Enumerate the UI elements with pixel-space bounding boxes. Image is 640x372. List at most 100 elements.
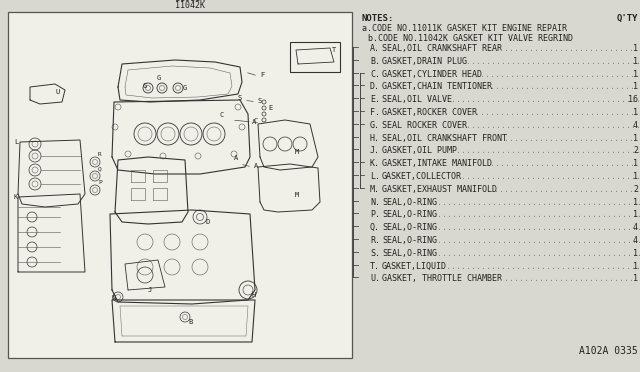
- Text: G: G: [183, 85, 188, 91]
- Text: ...........................: ...........................: [499, 44, 634, 53]
- Text: F.: F.: [370, 108, 380, 117]
- Text: GASKET,CHAIN TENTIONER: GASKET,CHAIN TENTIONER: [382, 83, 492, 92]
- Text: U: U: [55, 89, 60, 95]
- Text: N.: N.: [370, 198, 380, 206]
- Text: S: S: [258, 98, 262, 104]
- Text: A: A: [252, 119, 256, 125]
- Text: 1: 1: [633, 249, 638, 258]
- Text: P: P: [98, 180, 102, 185]
- Text: SEAL,O-RING: SEAL,O-RING: [382, 236, 437, 245]
- Text: P.: P.: [370, 211, 380, 219]
- Text: Q.: Q.: [370, 223, 380, 232]
- Text: 1: 1: [633, 198, 638, 206]
- Text: C: C: [254, 118, 259, 124]
- Text: S: S: [238, 95, 243, 101]
- Text: .........................................: ........................................…: [437, 211, 640, 219]
- Text: .......................................: .......................................: [447, 262, 640, 270]
- Text: 1: 1: [633, 57, 638, 66]
- Text: SEAL,OIL VALVE: SEAL,OIL VALVE: [382, 95, 452, 104]
- Text: NOTES:: NOTES:: [362, 14, 394, 23]
- Text: G: G: [157, 75, 161, 81]
- Text: ...................................: ...................................: [466, 121, 640, 130]
- Text: 2: 2: [633, 147, 638, 155]
- Text: H.: H.: [370, 134, 380, 142]
- Text: SEAL,OIL CRANKSHAFT FRONT: SEAL,OIL CRANKSHAFT FRONT: [382, 134, 507, 142]
- Text: SEAL,O-RING: SEAL,O-RING: [382, 223, 437, 232]
- Text: ....................................: ....................................: [461, 172, 640, 181]
- Text: M: M: [295, 149, 300, 155]
- Text: a.CODE NO.11011K GASKET KIT ENGINE REPAIR: a.CODE NO.11011K GASKET KIT ENGINE REPAI…: [362, 24, 567, 33]
- Text: F: F: [260, 72, 264, 78]
- Text: D.: D.: [370, 83, 380, 92]
- Text: GASKET,COLLECTOR: GASKET,COLLECTOR: [382, 172, 462, 181]
- Text: 1: 1: [633, 83, 638, 92]
- Text: GASKET,OIL PUMP: GASKET,OIL PUMP: [382, 147, 457, 155]
- Text: S.: S.: [370, 249, 380, 258]
- Text: T: T: [332, 47, 336, 53]
- Text: 4: 4: [633, 121, 638, 130]
- Text: ...................................: ...................................: [466, 57, 640, 66]
- Text: J.: J.: [370, 147, 380, 155]
- Text: .............................: .............................: [490, 83, 635, 92]
- Text: A.: A.: [370, 44, 380, 53]
- Text: GASKET,LIQUID: GASKET,LIQUID: [382, 262, 447, 270]
- Text: SEAL ROCKER COVER: SEAL ROCKER COVER: [382, 121, 467, 130]
- Text: 11042K: 11042K: [175, 1, 205, 10]
- Text: T.: T.: [370, 262, 380, 270]
- Text: L: L: [14, 139, 19, 145]
- Text: 1: 1: [633, 44, 638, 53]
- Bar: [290, 42, 340, 72]
- Text: .................................: .................................: [475, 108, 640, 117]
- Text: ................................: ................................: [480, 70, 640, 78]
- Text: L.: L.: [370, 172, 380, 181]
- Text: J: J: [148, 287, 152, 293]
- Text: R: R: [98, 152, 102, 157]
- Text: GASKET,EXHAUST MANIFOLD: GASKET,EXHAUST MANIFOLD: [382, 185, 497, 194]
- Text: 1: 1: [633, 172, 638, 181]
- Text: 1: 1: [633, 108, 638, 117]
- Text: 4: 4: [633, 236, 638, 245]
- Text: 1: 1: [633, 262, 638, 270]
- Text: ......................................: ......................................: [451, 95, 640, 104]
- Text: 4: 4: [633, 223, 638, 232]
- Text: M.: M.: [370, 185, 380, 194]
- Text: U.: U.: [370, 275, 380, 283]
- Text: SEAL,O-RING: SEAL,O-RING: [382, 198, 437, 206]
- Text: .........................................: ........................................…: [437, 223, 640, 232]
- Text: 2: 2: [633, 185, 638, 194]
- Text: GASKET,INTAKE MANIFOLD: GASKET,INTAKE MANIFOLD: [382, 159, 492, 168]
- Text: GASKET,DRAIN PLUG: GASKET,DRAIN PLUG: [382, 57, 467, 66]
- Text: SEAL,OIL CRANKSHAFT REAR: SEAL,OIL CRANKSHAFT REAR: [382, 44, 502, 53]
- Text: R.: R.: [370, 236, 380, 245]
- Text: SEAL,O-RING: SEAL,O-RING: [382, 211, 437, 219]
- Text: N: N: [112, 295, 116, 301]
- Text: 16: 16: [628, 95, 638, 104]
- Text: Q'TY: Q'TY: [616, 14, 638, 23]
- Text: b.CODE NO.11042K GASKET KIT VALVE REGRIND: b.CODE NO.11042K GASKET KIT VALVE REGRIN…: [368, 34, 573, 43]
- Text: C: C: [220, 112, 224, 118]
- Bar: [8, 12, 352, 358]
- Text: GASKET, THROTTLE CHAMBER: GASKET, THROTTLE CHAMBER: [382, 275, 502, 283]
- Text: .........................................: ........................................…: [437, 249, 640, 258]
- Text: ...........................: ...........................: [499, 275, 634, 283]
- Text: A: A: [234, 155, 238, 161]
- Text: GASKET,ROCKER COVER: GASKET,ROCKER COVER: [382, 108, 477, 117]
- Text: .............................: .............................: [490, 159, 635, 168]
- Text: ..........................: ..........................: [504, 134, 634, 142]
- Text: H: H: [252, 292, 256, 298]
- Text: A: A: [254, 163, 259, 169]
- Text: 1: 1: [633, 275, 638, 283]
- Text: B: B: [188, 319, 192, 325]
- Text: A102A 0335: A102A 0335: [579, 346, 638, 356]
- Text: 1: 1: [633, 70, 638, 78]
- Text: 1: 1: [633, 134, 638, 142]
- Text: G.: G.: [370, 121, 380, 130]
- Text: D: D: [205, 219, 209, 225]
- Text: .........................................: ........................................…: [437, 198, 640, 206]
- Text: SEAL,O-RING: SEAL,O-RING: [382, 249, 437, 258]
- Text: M: M: [295, 192, 300, 198]
- Text: .....................................: .....................................: [456, 147, 640, 155]
- Text: 11011K: 11011K: [175, 0, 205, 3]
- Text: .........................................: ........................................…: [437, 236, 640, 245]
- Text: B.: B.: [370, 57, 380, 66]
